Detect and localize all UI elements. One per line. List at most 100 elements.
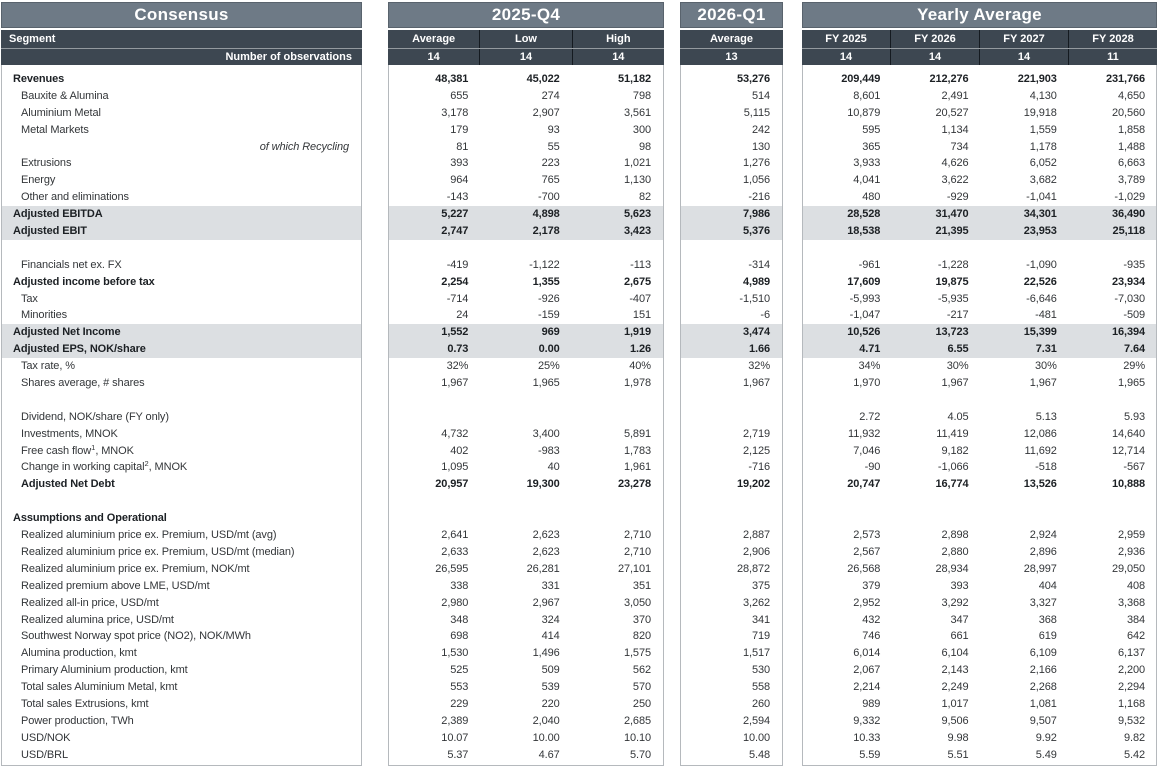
table-row: 1,967 [681,375,782,392]
value-cell: 570 [632,681,651,694]
value-cell: 3,423 [623,225,651,238]
value-cell: -90 [864,461,881,474]
value-cell: 20,527 [935,106,969,119]
obs-count: 14 [979,49,1068,65]
value-cell [389,493,480,510]
table-row: Adjusted EPS, NOK/share [2,341,361,359]
value-cell: 331 [541,579,560,592]
table-row: 2,952 3,292 3,327 3,368 [803,595,1156,612]
value-cell: 402 [450,444,469,457]
value-cell [389,409,480,426]
value-cell: 31,470 [935,208,969,221]
table-row: Revenues [2,71,361,88]
value-cell: 3,682 [1029,174,1057,187]
value-cell: 10.33 [853,731,881,744]
table-row: 3,474 [681,324,782,342]
table-row: 595 1,134 1,559 1,858 [803,122,1156,139]
value-cell: 18,538 [847,225,881,238]
value-cell: 368 [1038,613,1057,626]
value-cell: -419 [446,258,469,271]
value-cell [803,392,891,409]
row-label: Adjusted Net Income [13,326,121,339]
value-cell: -1,041 [1026,191,1057,204]
row-label: USD/NOK [21,731,71,744]
yearly-observation-counts: 14 14 14 11 [802,48,1157,65]
q1-column-headers: Average [680,30,783,48]
table-row: 6,014 6,104 6,109 6,137 [803,645,1156,662]
table-row: 48,381 45,022 51,182 [389,71,663,88]
value-cell: 7.64 [1123,343,1145,356]
value-cell [980,493,1068,510]
value-cell: -407 [629,292,651,305]
value-cell [1068,510,1156,527]
value-cell: -1,066 [937,461,969,474]
value-cell: 2,898 [941,529,969,542]
value-cell: 21,395 [935,225,969,238]
value-cell: 23,278 [617,478,651,491]
value-cell: 212,276 [929,73,969,85]
value-cell: -143 [446,191,469,204]
table-row: 26,568 28,934 28,997 29,050 [803,561,1156,578]
value-cell: 2,710 [623,545,651,558]
value-cell: 220 [541,697,560,710]
value-cell: 404 [1038,579,1057,592]
value-cell: 221,903 [1017,73,1057,85]
table-row: -5,993 -5,935 -6,646 -7,030 [803,291,1156,308]
value-cell: 1,488 [1117,140,1145,153]
value-cell: 2,594 [742,714,770,727]
table-row: Change in working capital2, MNOK [2,459,361,476]
table-row: -314 [681,257,782,274]
value-cell: 5.51 [947,748,969,761]
table-row: 2,719 [681,426,782,443]
table-row: 2,906 [681,544,782,561]
table-row: 28,528 31,470 34,301 36,490 [803,206,1156,224]
value-cell: 3,292 [941,596,969,609]
value-cell: 23,934 [1111,275,1145,288]
value-cell: -5,935 [937,292,969,305]
table-row: 8,601 2,491 4,130 4,650 [803,88,1156,105]
value-cell [572,510,663,527]
value-cell: 1,130 [623,174,651,187]
value-cell: 2,924 [1029,529,1057,542]
table-row: 1,970 1,967 1,967 1,965 [803,375,1156,392]
row-label: Change in working capital2, MNOK [21,459,188,474]
value-cell: 5.13 [1035,410,1057,423]
value-cell: 23,953 [1023,225,1057,238]
value-cell: 2,040 [532,714,560,727]
table-row: Energy [2,172,361,189]
value-cell: 509 [541,664,560,677]
value-cell: 642 [1126,630,1145,643]
value-cell: 274 [541,89,560,102]
value-cell: 179 [450,123,469,136]
value-cell: 3,933 [853,157,881,170]
value-cell: -1,047 [849,309,881,322]
table-row: 1.66 [681,341,782,359]
value-cell: 40% [629,360,651,373]
value-cell: 11,692 [1024,444,1057,457]
value-cell: -714 [446,292,469,305]
value-cell [389,240,480,257]
value-cell: 9,182 [941,444,969,457]
value-cell: 2,249 [941,681,969,694]
value-cell: 5.49 [1035,748,1057,761]
table-row: Realized aluminium price ex. Premium, NO… [2,561,361,578]
value-cell [389,510,480,527]
value-cell: 765 [541,174,560,187]
table-row [2,240,361,257]
value-cell: 2,980 [441,596,469,609]
row-label: Power production, TWh [21,714,134,727]
value-cell: 2,685 [623,714,651,727]
table-row: -90 -1,066 -518 -567 [803,459,1156,476]
table-row: 964 765 1,130 [389,172,663,189]
table-row [681,510,782,527]
value-cell: 3,561 [623,106,651,119]
value-cell: 1,783 [623,444,651,457]
value-cell: 698 [450,630,469,643]
value-cell: 20,747 [847,478,881,491]
row-label: Assumptions and Operational [13,512,167,525]
table-row: Minorities [2,307,361,324]
table-row: Assumptions and Operational [2,510,361,527]
value-cell [1068,392,1156,409]
value-cell: 5,115 [743,106,770,119]
